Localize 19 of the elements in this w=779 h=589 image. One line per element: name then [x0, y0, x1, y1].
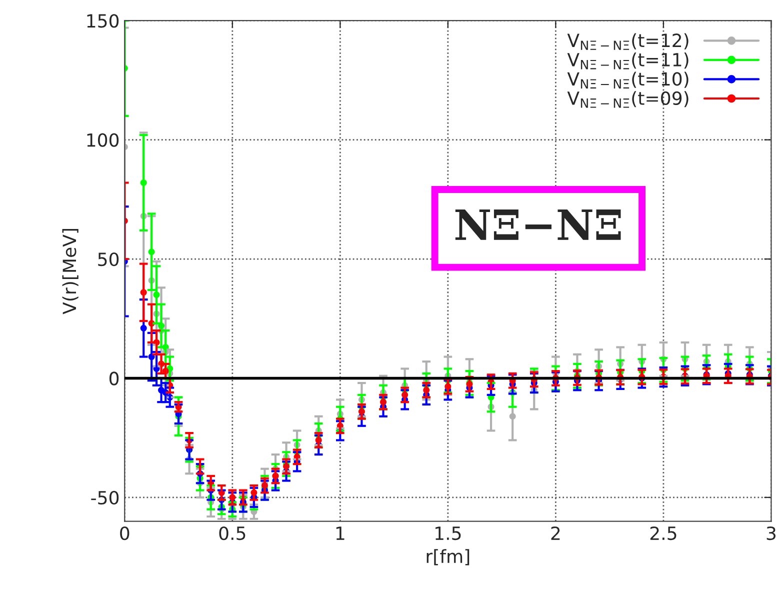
- x-tick-label: 3: [766, 526, 776, 540]
- y-axis-title: V(r)[MeV]: [62, 229, 78, 314]
- y-tick-label: 150: [87, 14, 119, 28]
- x-tick-label: 0.5: [219, 526, 246, 540]
- y-tick-label: 0: [109, 372, 119, 386]
- legend-label: V$_{NΞ−NΞ}$(t=12): [567, 33, 688, 50]
- y-tick-label: -50: [91, 490, 119, 505]
- x-tick-label: 2: [551, 526, 560, 540]
- legend-label: V$_{NΞ−NΞ}$(t=11): [567, 52, 688, 70]
- x-tick-label: 1: [336, 526, 344, 540]
- x-tick-label: 2.5: [650, 526, 676, 540]
- x-tick-label: 0: [120, 526, 130, 540]
- y-tick-label: 50: [98, 252, 119, 266]
- legend-label: V$_{NΞ−NΞ}$(t=09): [567, 91, 688, 108]
- y-tick-label: 100: [87, 133, 119, 147]
- x-tick-label: 1.5: [436, 526, 461, 540]
- legend-label: V$_{NΞ−NΞ}$(t=10): [567, 72, 688, 88]
- annotation: NΞ−NΞ: [455, 210, 621, 240]
- x-axis-title: r[fm]: [426, 549, 470, 566]
